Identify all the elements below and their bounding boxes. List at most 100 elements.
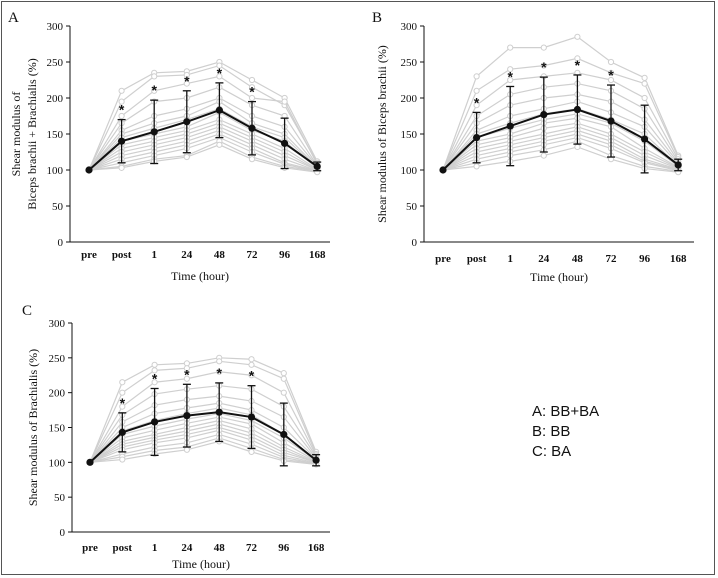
y-tick-label: 150: [401, 129, 418, 141]
mean-line: [88, 109, 318, 171]
subject-point: [540, 152, 547, 159]
mean-point-24: [183, 118, 191, 126]
mean-point-post: [473, 134, 481, 142]
subject-point: [248, 76, 256, 84]
y-tick-label: 150: [49, 423, 66, 435]
subject-point: [473, 102, 480, 109]
y-tick-label: 0: [412, 237, 418, 249]
y-axis-label-line-1: Shear modulus of: [9, 92, 23, 177]
subject-point: [183, 71, 190, 79]
y-tick-label: 250: [49, 353, 66, 365]
subject-point: [473, 87, 480, 94]
y-tick-label: 50: [406, 201, 418, 213]
x-tick-label-1: 1: [151, 249, 157, 261]
significance-star-24: *: [541, 59, 547, 75]
subject-line-11: [89, 423, 317, 463]
legend: A: BB+BA B: BB C: BA: [532, 402, 599, 462]
y-tick-label: 250: [47, 57, 64, 69]
mean-point-168: [312, 456, 320, 464]
subject-line-3: [88, 75, 318, 171]
subject-point: [248, 94, 256, 102]
x-tick-label-24: 24: [181, 249, 193, 261]
subject-line-5: [88, 97, 318, 171]
mean-point-96: [641, 135, 649, 143]
subject-line-15: [442, 140, 679, 173]
mean-point-48: [215, 408, 223, 416]
x-tick-label-pre: pre: [82, 542, 98, 554]
x-tick-label-post: post: [113, 542, 133, 554]
subject-point: [248, 84, 256, 91]
subject-point: [151, 87, 158, 94]
x-tick-label-1: 1: [507, 253, 513, 265]
mean-point-96: [281, 139, 289, 147]
subject-line-5: [442, 93, 679, 171]
subject-point: [281, 98, 288, 105]
x-tick-label-48: 48: [214, 249, 226, 261]
x-axis-label: Time (hour): [530, 270, 588, 284]
significance-star-1: *: [507, 68, 513, 84]
subject-line-3: [89, 371, 317, 463]
subject-line-1: [88, 61, 318, 171]
mean-point-72: [607, 117, 615, 125]
subject-point: [574, 143, 581, 151]
significance-star-post: *: [119, 102, 125, 118]
x-tick-label-post: post: [467, 253, 487, 265]
significance-star-72: *: [249, 84, 255, 100]
mean-point-168: [313, 162, 321, 170]
subject-point: [641, 74, 648, 81]
y-tick-label: 100: [401, 165, 418, 177]
mean-point-post: [118, 428, 126, 436]
subject-line-10: [442, 122, 679, 171]
mean-point-1: [151, 418, 159, 426]
x-tick-label-96: 96: [279, 249, 291, 261]
mean-point-24: [183, 412, 191, 420]
subject-point: [151, 361, 158, 368]
subject-point: [118, 164, 125, 171]
subject-line-14: [88, 136, 318, 173]
subject-point: [183, 375, 190, 382]
x-tick-label-96: 96: [278, 542, 290, 554]
subject-line-14: [442, 136, 679, 172]
subject-line-1: [442, 36, 679, 171]
mean-point-pre: [85, 166, 93, 174]
x-tick-label-24: 24: [538, 253, 550, 265]
y-tick-label: 200: [47, 93, 64, 105]
subject-line-12: [88, 129, 318, 172]
subject-point: [151, 367, 158, 374]
subject-line-10: [88, 122, 318, 171]
subject-point: [607, 76, 615, 84]
x-tick-label-72: 72: [606, 253, 618, 265]
panel-b: B 0 50 100 150 200 250 300 pre post 1 24 48 72 96 168 Ti…: [372, 10, 694, 284]
subject-point: [183, 365, 190, 372]
subject-line-5: [89, 395, 317, 463]
significance-star-post: *: [474, 94, 480, 110]
subject-line-2: [442, 57, 679, 171]
subject-line-4: [442, 82, 679, 171]
subject-point: [507, 76, 514, 84]
mean-point-1: [506, 122, 514, 130]
subject-line-11: [88, 126, 318, 171]
subject-point: [151, 73, 158, 80]
significance-star-1: *: [151, 82, 157, 98]
subject-point: [216, 73, 223, 80]
subject-point: [540, 62, 547, 69]
x-tick-label-pre: pre: [435, 253, 451, 265]
subject-point: [574, 55, 581, 62]
subject-line-16: [442, 146, 679, 173]
significance-star-post: *: [120, 395, 126, 411]
x-axis-label: Time (hour): [171, 269, 229, 283]
subject-line-3: [442, 72, 679, 171]
subject-line-9: [442, 117, 679, 171]
x-tick-label-168: 168: [670, 253, 687, 265]
subject-line-8: [89, 412, 317, 463]
subject-point: [216, 358, 223, 365]
significance-star-48: *: [575, 57, 581, 73]
significance-star-24: *: [184, 366, 190, 382]
x-tick-label-72: 72: [247, 249, 259, 261]
subject-line-11: [442, 126, 679, 171]
subject-point: [183, 153, 190, 161]
panel-letter: B: [372, 10, 382, 26]
subject-point: [574, 33, 581, 40]
